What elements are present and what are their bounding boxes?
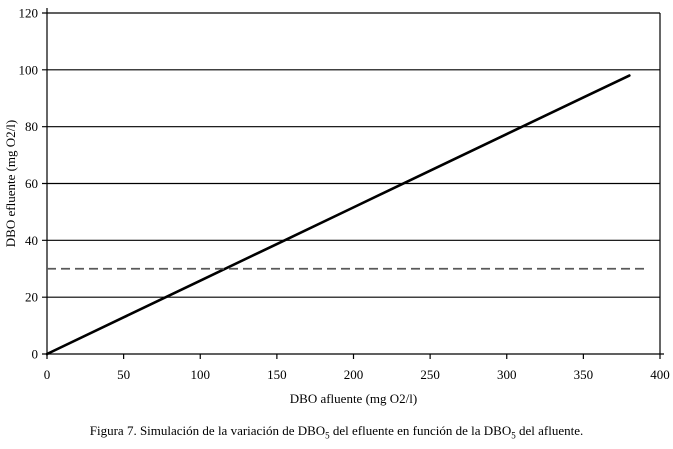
x-tick-label: 200 xyxy=(344,367,364,382)
x-tick-label: 350 xyxy=(574,367,594,382)
x-tick-label: 150 xyxy=(267,367,287,382)
y-tick-label: 80 xyxy=(25,119,38,134)
line-chart: 0 20 40 60 80 100 120 0 50 100 150 200 250 300 350 400 D… xyxy=(3,6,670,407)
series-solid_line xyxy=(45,74,631,356)
x-tick-label: 100 xyxy=(191,367,211,382)
caption-subscript: 5 xyxy=(325,430,330,441)
x-tick-label: 400 xyxy=(650,367,670,382)
y-tick-label: 0 xyxy=(32,347,39,362)
x-tick-label: 0 xyxy=(44,367,51,382)
x-tick-label: 50 xyxy=(117,367,130,382)
x-tick-label: 300 xyxy=(497,367,517,382)
y-tick-label: 60 xyxy=(25,176,38,191)
figure-caption: Figura 7. Simulación de la variación de … xyxy=(0,423,673,441)
x-tick-label: 250 xyxy=(420,367,440,382)
y-axis-label: DBO efluente (mg O2/l) xyxy=(3,120,18,247)
y-tick-label: 20 xyxy=(25,290,38,305)
x-axis-label: DBO afluente (mg O2/l) xyxy=(290,391,417,406)
caption-text: del efluente en función de la DBO xyxy=(329,423,512,438)
y-tick-label: 40 xyxy=(25,233,38,248)
caption-text: del afluente. xyxy=(515,423,584,438)
caption-text: Figura 7. Simulación de la variación de … xyxy=(89,423,326,438)
y-tick-label: 120 xyxy=(19,6,39,21)
y-tick-label: 100 xyxy=(19,62,39,77)
caption-subscript: 5 xyxy=(511,430,516,441)
